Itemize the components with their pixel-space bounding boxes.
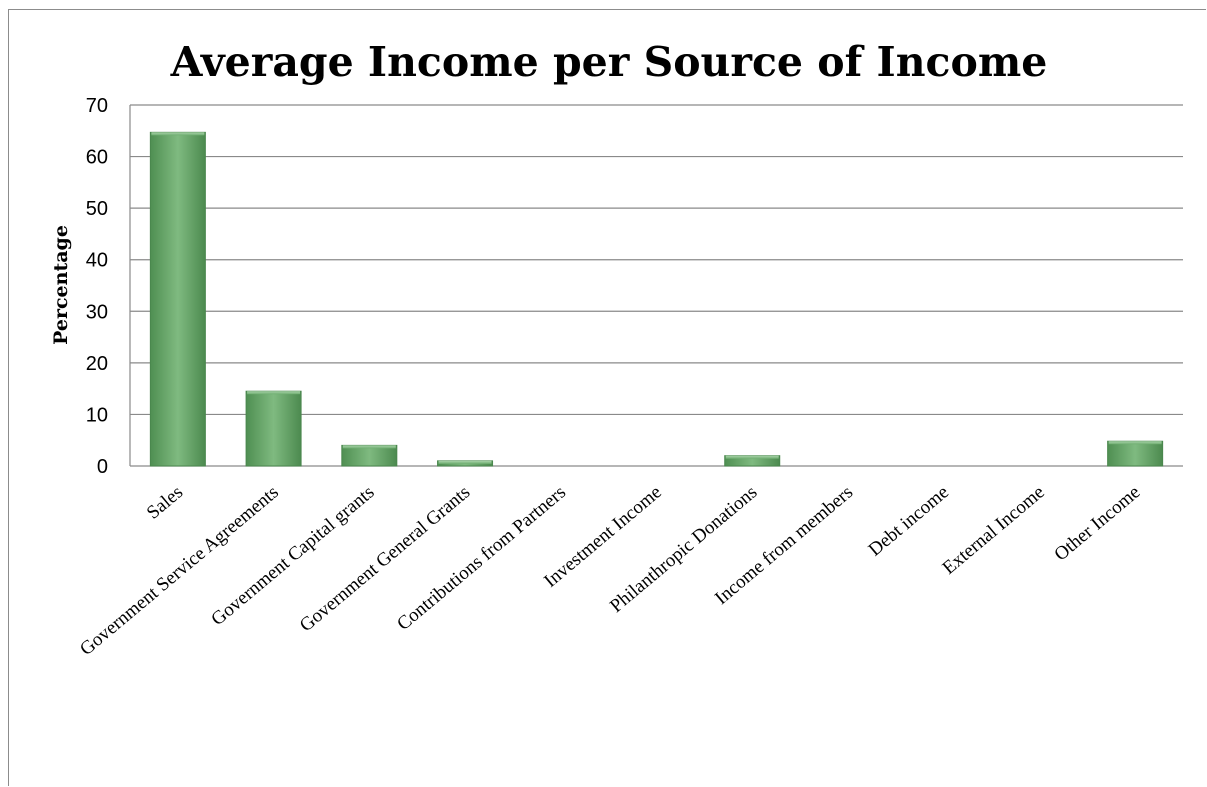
- chart-frame: [8, 9, 1206, 786]
- x-tick-label: Contributions from Partners: [393, 482, 570, 635]
- y-axis-label: Percentage: [50, 225, 72, 345]
- bar-top-1: [247, 391, 301, 395]
- y-tick-label: 0: [97, 456, 108, 478]
- x-tick-label: External Income: [939, 482, 1049, 579]
- y-tick-label: 40: [86, 250, 108, 272]
- x-tick-label: Government Service Agreements: [76, 482, 283, 660]
- gridlines: [129, 104, 1183, 467]
- y-tick-label: 70: [86, 95, 108, 117]
- y-tick-label: 10: [86, 404, 108, 426]
- bar-0: [149, 131, 206, 467]
- bar-1: [245, 390, 302, 467]
- x-tick-label: Other Income: [1050, 482, 1144, 566]
- bar-top-2: [342, 445, 396, 449]
- bars: [149, 131, 1164, 467]
- x-tick-label: Government General Grants: [296, 482, 474, 636]
- x-tick-label: Debt income: [865, 482, 953, 561]
- bar-2: [341, 444, 398, 467]
- y-tick-label: 60: [86, 147, 108, 169]
- bar-top-6: [725, 455, 779, 459]
- x-tick-label: Sales: [143, 482, 187, 524]
- y-tick-label: 30: [86, 301, 108, 323]
- bar-top-0: [151, 132, 205, 136]
- bar-top-10: [1108, 441, 1162, 445]
- y-axis-ticks: 0 10 20 30 40 50 60 70: [86, 95, 108, 478]
- bar-top-3: [438, 460, 492, 464]
- chart-title: Average Income per Source of Income: [170, 38, 1048, 86]
- y-tick-label: 20: [86, 353, 108, 375]
- bar-10: [1107, 440, 1164, 467]
- y-tick-label: 50: [86, 198, 108, 220]
- x-tick-label: Government Capital grants: [207, 482, 378, 630]
